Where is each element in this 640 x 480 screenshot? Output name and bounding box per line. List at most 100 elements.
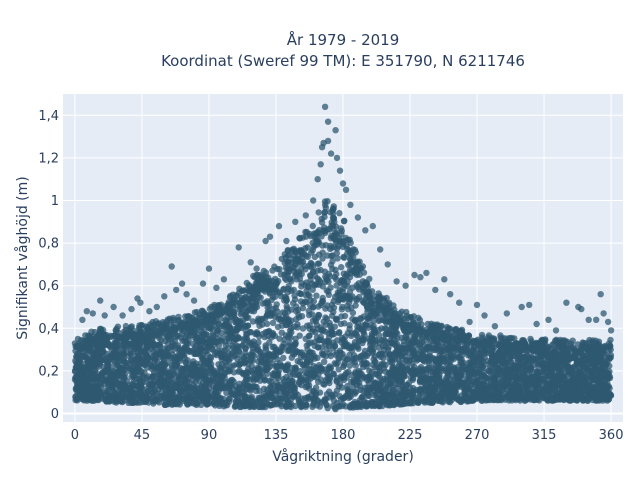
data-point <box>123 362 130 370</box>
data-point <box>302 395 309 402</box>
data-point <box>156 341 163 349</box>
data-point <box>326 319 333 327</box>
data-point <box>305 385 313 392</box>
data-point <box>150 343 157 350</box>
data-point <box>247 329 255 336</box>
data-point <box>249 318 257 325</box>
data-point <box>185 370 192 377</box>
data-point <box>340 270 347 277</box>
data-point <box>200 331 208 338</box>
data-point <box>536 368 544 376</box>
data-point <box>259 368 266 376</box>
data-point <box>344 283 351 290</box>
data-point <box>294 324 301 331</box>
data-point <box>588 375 595 382</box>
data-point <box>289 377 296 385</box>
data-point <box>503 365 511 372</box>
data-point <box>286 369 293 376</box>
data-point <box>312 315 319 323</box>
data-point <box>297 298 305 305</box>
data-point <box>483 375 491 382</box>
data-point <box>409 376 416 383</box>
data-point <box>281 336 288 343</box>
data-point <box>418 335 426 343</box>
data-point <box>518 360 525 367</box>
data-point <box>372 379 379 386</box>
data-point <box>322 377 330 384</box>
data-point <box>223 362 230 369</box>
data-point <box>378 350 386 357</box>
scatter-points <box>71 103 615 413</box>
data-point <box>205 358 212 365</box>
data-point <box>158 392 166 400</box>
data-point <box>275 374 282 382</box>
data-point <box>338 264 345 271</box>
data-point <box>206 378 213 386</box>
data-point <box>296 332 303 339</box>
data-point <box>286 331 293 338</box>
data-point <box>313 292 320 299</box>
data-point <box>153 391 161 398</box>
data-point <box>318 327 326 335</box>
data-point <box>470 358 477 365</box>
data-point <box>348 372 356 379</box>
data-point <box>223 355 230 362</box>
data-point <box>357 401 364 408</box>
data-point <box>379 342 387 350</box>
data-point <box>471 393 479 400</box>
data-point <box>241 379 248 386</box>
data-point <box>112 378 119 385</box>
data-point <box>499 350 507 357</box>
data-point <box>436 380 443 387</box>
data-point <box>269 319 277 327</box>
data-point <box>333 276 340 283</box>
data-point <box>436 352 443 360</box>
data-point <box>523 381 530 389</box>
data-point <box>115 392 122 399</box>
data-point <box>338 306 346 313</box>
data-point <box>265 350 272 357</box>
data-point <box>255 333 263 340</box>
data-point <box>313 321 321 329</box>
data-point <box>414 368 421 375</box>
data-point <box>107 375 115 383</box>
data-point <box>327 261 335 269</box>
data-point <box>479 365 486 372</box>
data-point <box>365 386 373 394</box>
data-point <box>277 398 285 405</box>
data-point <box>559 387 566 394</box>
data-point <box>158 383 166 390</box>
data-point <box>331 330 338 337</box>
data-point <box>93 362 101 369</box>
data-point <box>319 283 326 290</box>
data-point <box>372 311 379 318</box>
data-point <box>364 392 372 399</box>
data-point <box>444 370 451 377</box>
data-point <box>558 371 565 378</box>
data-point <box>429 399 436 406</box>
data-point <box>374 385 382 393</box>
data-point <box>485 385 492 393</box>
data-point <box>309 328 316 335</box>
data-point <box>389 386 396 394</box>
data-point <box>601 365 609 373</box>
data-point <box>81 367 89 375</box>
data-point <box>400 349 407 356</box>
data-point <box>422 345 430 353</box>
data-point <box>351 329 359 337</box>
data-point <box>136 388 144 395</box>
data-point <box>248 362 255 370</box>
data-point <box>154 348 162 356</box>
data-point <box>417 375 424 382</box>
data-point <box>223 331 230 339</box>
data-point <box>279 309 287 316</box>
data-point <box>189 340 197 348</box>
data-point <box>334 255 341 262</box>
data-point <box>228 350 236 357</box>
data-point <box>324 252 331 259</box>
data-point <box>273 301 280 308</box>
data-point <box>466 365 474 372</box>
data-point <box>296 289 303 297</box>
data-point <box>188 389 195 396</box>
